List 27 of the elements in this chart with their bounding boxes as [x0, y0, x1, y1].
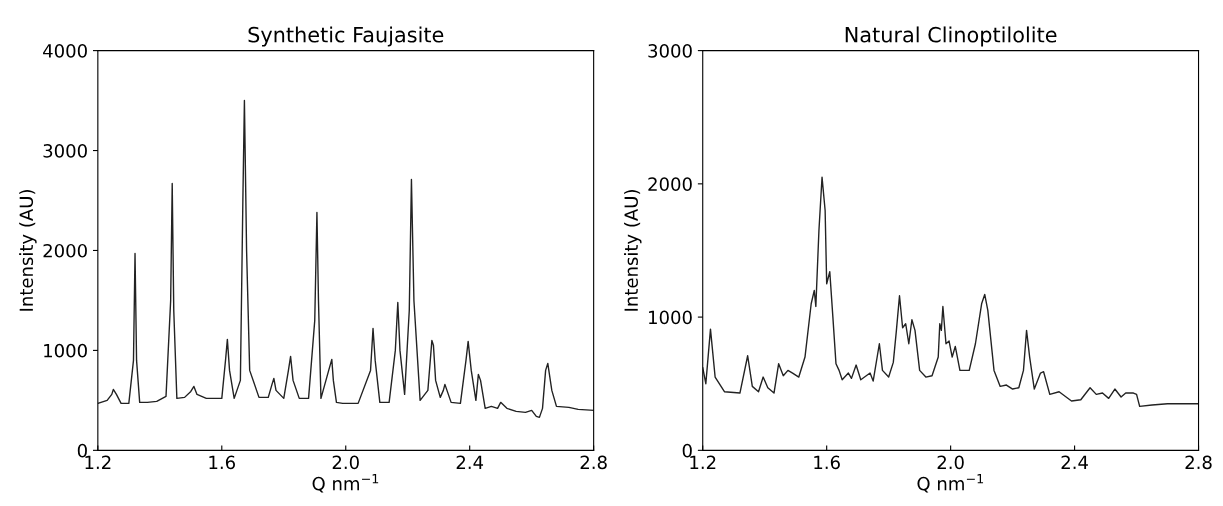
x-axis-title: Q nm$^{−1}$ [312, 474, 379, 493]
x-tick-label: 1.6 [209, 455, 236, 470]
chart-title: Natural Clinoptilolite [845, 26, 1057, 47]
x-tick-label: 1.6 [814, 455, 840, 470]
y-tick-label: 2000 [648, 177, 692, 191]
line-series [702, 176, 1199, 408]
y-axis-title: Intensity (AU) [19, 190, 37, 311]
x-tick-label: 2.4 [1061, 455, 1088, 469]
y-tick-label: 3000 [43, 143, 87, 158]
y-axis-title: Intensity (AU) [624, 190, 642, 311]
x-tick-label: 1.2 [690, 455, 716, 469]
y-tick-label: 0 [77, 443, 87, 458]
x-axis-title: Q nm$^{−1}$ [917, 474, 984, 493]
y-tick-label: 2000 [43, 243, 87, 258]
y-tick-label: 4000 [43, 44, 87, 58]
x-tick-label: 2.4 [456, 455, 484, 469]
x-tick-label: 2.0 [937, 455, 964, 470]
y-tick-label: 1000 [44, 343, 87, 358]
y-tick-label: 0 [682, 443, 692, 458]
x-tick-label: 1.2 [85, 455, 111, 469]
x-tick-label: 2.8 [1185, 455, 1212, 470]
line-series [97, 99, 594, 419]
y-tick-label: 3000 [648, 44, 692, 58]
x-tick-label: 2.0 [332, 455, 359, 470]
chart-title: Synthetic Faujasite [248, 26, 444, 47]
y-tick-label: 1000 [649, 310, 692, 325]
x-tick-label: 2.8 [580, 455, 607, 470]
